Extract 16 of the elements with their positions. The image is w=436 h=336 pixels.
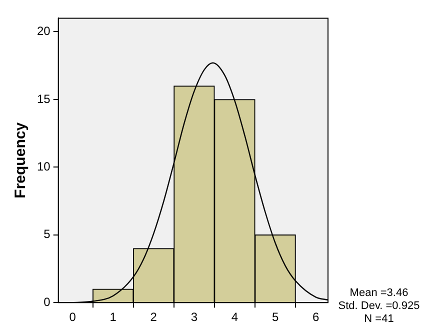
text: Std. Dev. =0.925 [337,300,421,313]
x-tick-label: 4 [231,310,238,324]
x-tick-label: 6 [312,310,320,324]
x-tick-label: 3 [190,310,198,324]
y-tick-label: 10 [36,159,51,174]
x-tick-label: 2 [150,310,158,324]
y-tick-label: 15 [36,92,51,106]
x-tick-label: 1 [110,310,117,324]
x-tick-label: 5 [272,310,279,324]
y-tick-label: 5 [44,227,51,242]
x-tick-label: 0 [69,310,76,324]
y-tick-label: 0 [44,294,51,309]
y-tick-label: 20 [36,24,51,38]
text: Mean =3.46 [348,287,410,300]
text: N =41 [363,313,395,326]
y-axis-title: Frequency [12,122,30,198]
